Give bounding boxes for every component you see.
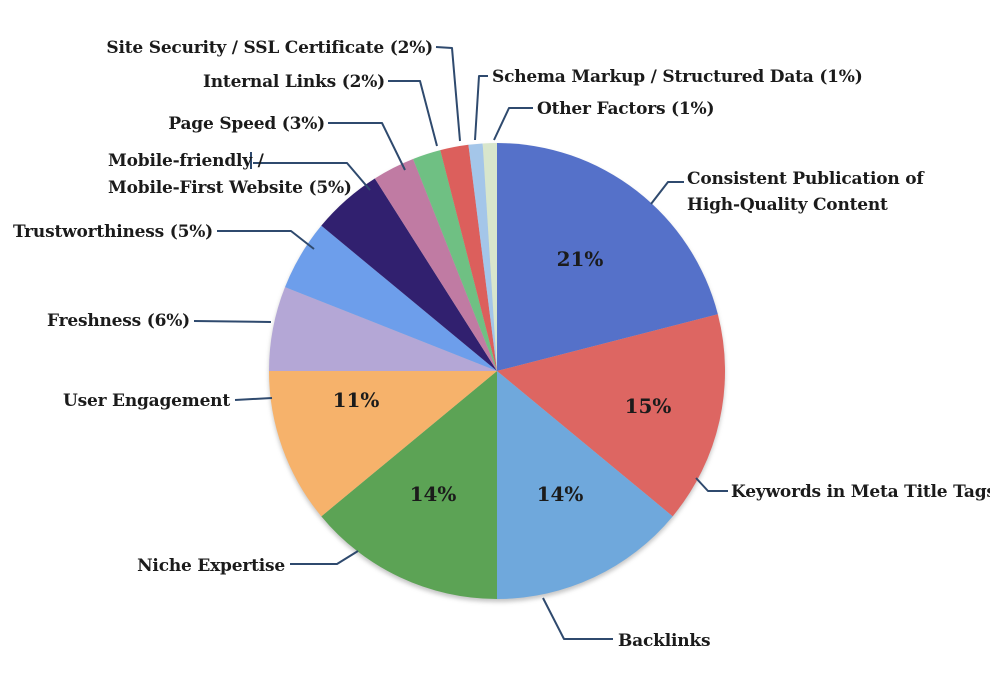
- callout-label-internal-links: Internal Links (2%): [203, 72, 385, 92]
- leader-line-other-factors: [493, 107, 533, 141]
- callout-label-mobile-friendly-mobile-first-website-line1: Mobile-friendly /: [108, 151, 265, 171]
- leader-line-keywords-in-meta-title-tags: [695, 477, 728, 492]
- pie-slice-page-speed: [374, 159, 497, 371]
- callout-label-consistent-publication-of-high-quality-c-line2: High-Quality Content: [687, 195, 888, 215]
- value-label-consistent-publication-of-high-quality-c: 21%: [557, 247, 604, 271]
- pie-slice-schema-markup-structured-data: [468, 143, 497, 371]
- leader-lines-group: [193, 46, 728, 640]
- callout-label-other-factors: Other Factors (1%): [537, 99, 714, 119]
- value-label-keywords-in-meta-title-tags: 15%: [625, 394, 672, 418]
- leader-line-niche-expertise: [290, 550, 359, 565]
- leader-line-internal-links: [388, 80, 438, 147]
- pie-slice-niche-expertise: [321, 371, 497, 600]
- leader-line-consistent-publication-of-high-quality-c: [650, 181, 684, 205]
- pie-slice-consistent-publication-of-high-quality-c: [497, 143, 718, 371]
- pie-slice-freshness: [269, 287, 497, 371]
- callout-label-keywords-in-meta-title-tags: Keywords in Meta Title Tags: [731, 482, 990, 502]
- callout-label-mobile-friendly-mobile-first-website-line2: Mobile-First Website (5%): [108, 178, 352, 198]
- callout-label-consistent-publication-of-high-quality-c-line1: Consistent Publication of: [687, 169, 925, 189]
- leader-line-backlinks: [542, 597, 613, 640]
- value-label-user-engagement: 11%: [333, 388, 380, 412]
- leader-line-schema-markup-structured-data: [474, 75, 488, 141]
- pie-slice-trustworthiness: [285, 225, 497, 371]
- pie-slice-mobile-friendly-mobile-first-website: [321, 178, 497, 371]
- callout-label-page-speed: Page Speed (3%): [168, 114, 325, 134]
- callout-label-freshness: Freshness (6%): [47, 311, 190, 331]
- callout-label-trustworthiness: Trustworthiness (5%): [13, 222, 213, 242]
- callout-label-user-engagement: User Engagement: [63, 391, 230, 411]
- pie-slice-keywords-in-meta-title-tags: [497, 314, 726, 517]
- leader-line-page-speed: [328, 122, 406, 171]
- pie-slice-user-engagement: [269, 371, 497, 517]
- pie-slice-other-factors: [482, 143, 497, 371]
- labels-group: Consistent Publication of High-Quality Co…: [13, 38, 990, 651]
- value-label-backlinks: 14%: [537, 482, 584, 506]
- value-label-niche-expertise: 14%: [410, 482, 457, 506]
- callout-label-niche-expertise: Niche Expertise: [137, 556, 285, 576]
- pie-slice-internal-links: [413, 150, 497, 371]
- pie-slice-site-security-ssl-certificate: [440, 144, 497, 371]
- pie-slice-backlinks: [497, 371, 673, 599]
- callout-label-backlinks: Backlinks: [618, 631, 710, 651]
- leader-line-site-security-ssl-certificate: [435, 46, 461, 142]
- leader-line-freshness: [193, 320, 272, 323]
- leader-line-mobile-friendly-mobile-first-website: [253, 162, 371, 191]
- callout-label-schema-markup-structured-data: Schema Markup / Structured Data (1%): [492, 67, 863, 87]
- callout-label-site-security-ssl-certificate: Site Security / SSL Certificate (2%): [106, 38, 433, 58]
- leader-line-user-engagement: [234, 397, 273, 401]
- pie-slices-group: [269, 143, 726, 600]
- leader-line-trustworthiness: [217, 230, 315, 250]
